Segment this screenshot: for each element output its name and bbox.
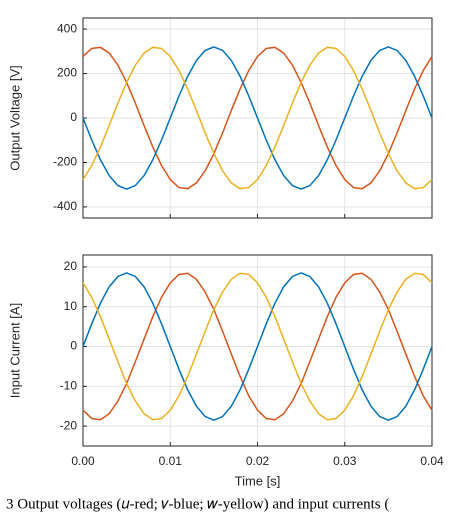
caption: 3 Output voltages (𝑢-red; 𝑣-blue; 𝑤-yell… bbox=[6, 496, 389, 512]
y-tick-label: -400 bbox=[53, 199, 77, 213]
y-tick-label: -20 bbox=[60, 418, 78, 432]
x-tick-label: 0.02 bbox=[246, 454, 270, 468]
x-tick-label: 0.03 bbox=[333, 454, 357, 468]
y-tick-label: 10 bbox=[64, 299, 78, 313]
plot-frame bbox=[82, 254, 433, 447]
x-axis-label: Time [s] bbox=[235, 473, 281, 488]
y-tick-label: 0 bbox=[70, 339, 77, 353]
y-axis-label: Output Voltage [V] bbox=[7, 65, 22, 171]
x-tick-label: 0.04 bbox=[420, 454, 444, 468]
y-axis-label: Input Current [A] bbox=[7, 303, 22, 398]
y-tick-label: -10 bbox=[60, 378, 78, 392]
y-tick-label: 20 bbox=[64, 259, 78, 273]
x-tick-label: 0.01 bbox=[159, 454, 183, 468]
series-line bbox=[82, 46, 433, 190]
series-line bbox=[82, 46, 433, 190]
y-tick-label: -200 bbox=[53, 155, 77, 169]
y-tick-label: 0 bbox=[70, 110, 77, 124]
series-line bbox=[82, 272, 433, 421]
series-line bbox=[82, 272, 433, 421]
series-line bbox=[82, 46, 433, 190]
x-tick-label: 0.00 bbox=[71, 454, 95, 468]
y-tick-label: 400 bbox=[57, 21, 77, 35]
series-line bbox=[82, 272, 433, 421]
y-tick-label: 200 bbox=[57, 66, 77, 80]
